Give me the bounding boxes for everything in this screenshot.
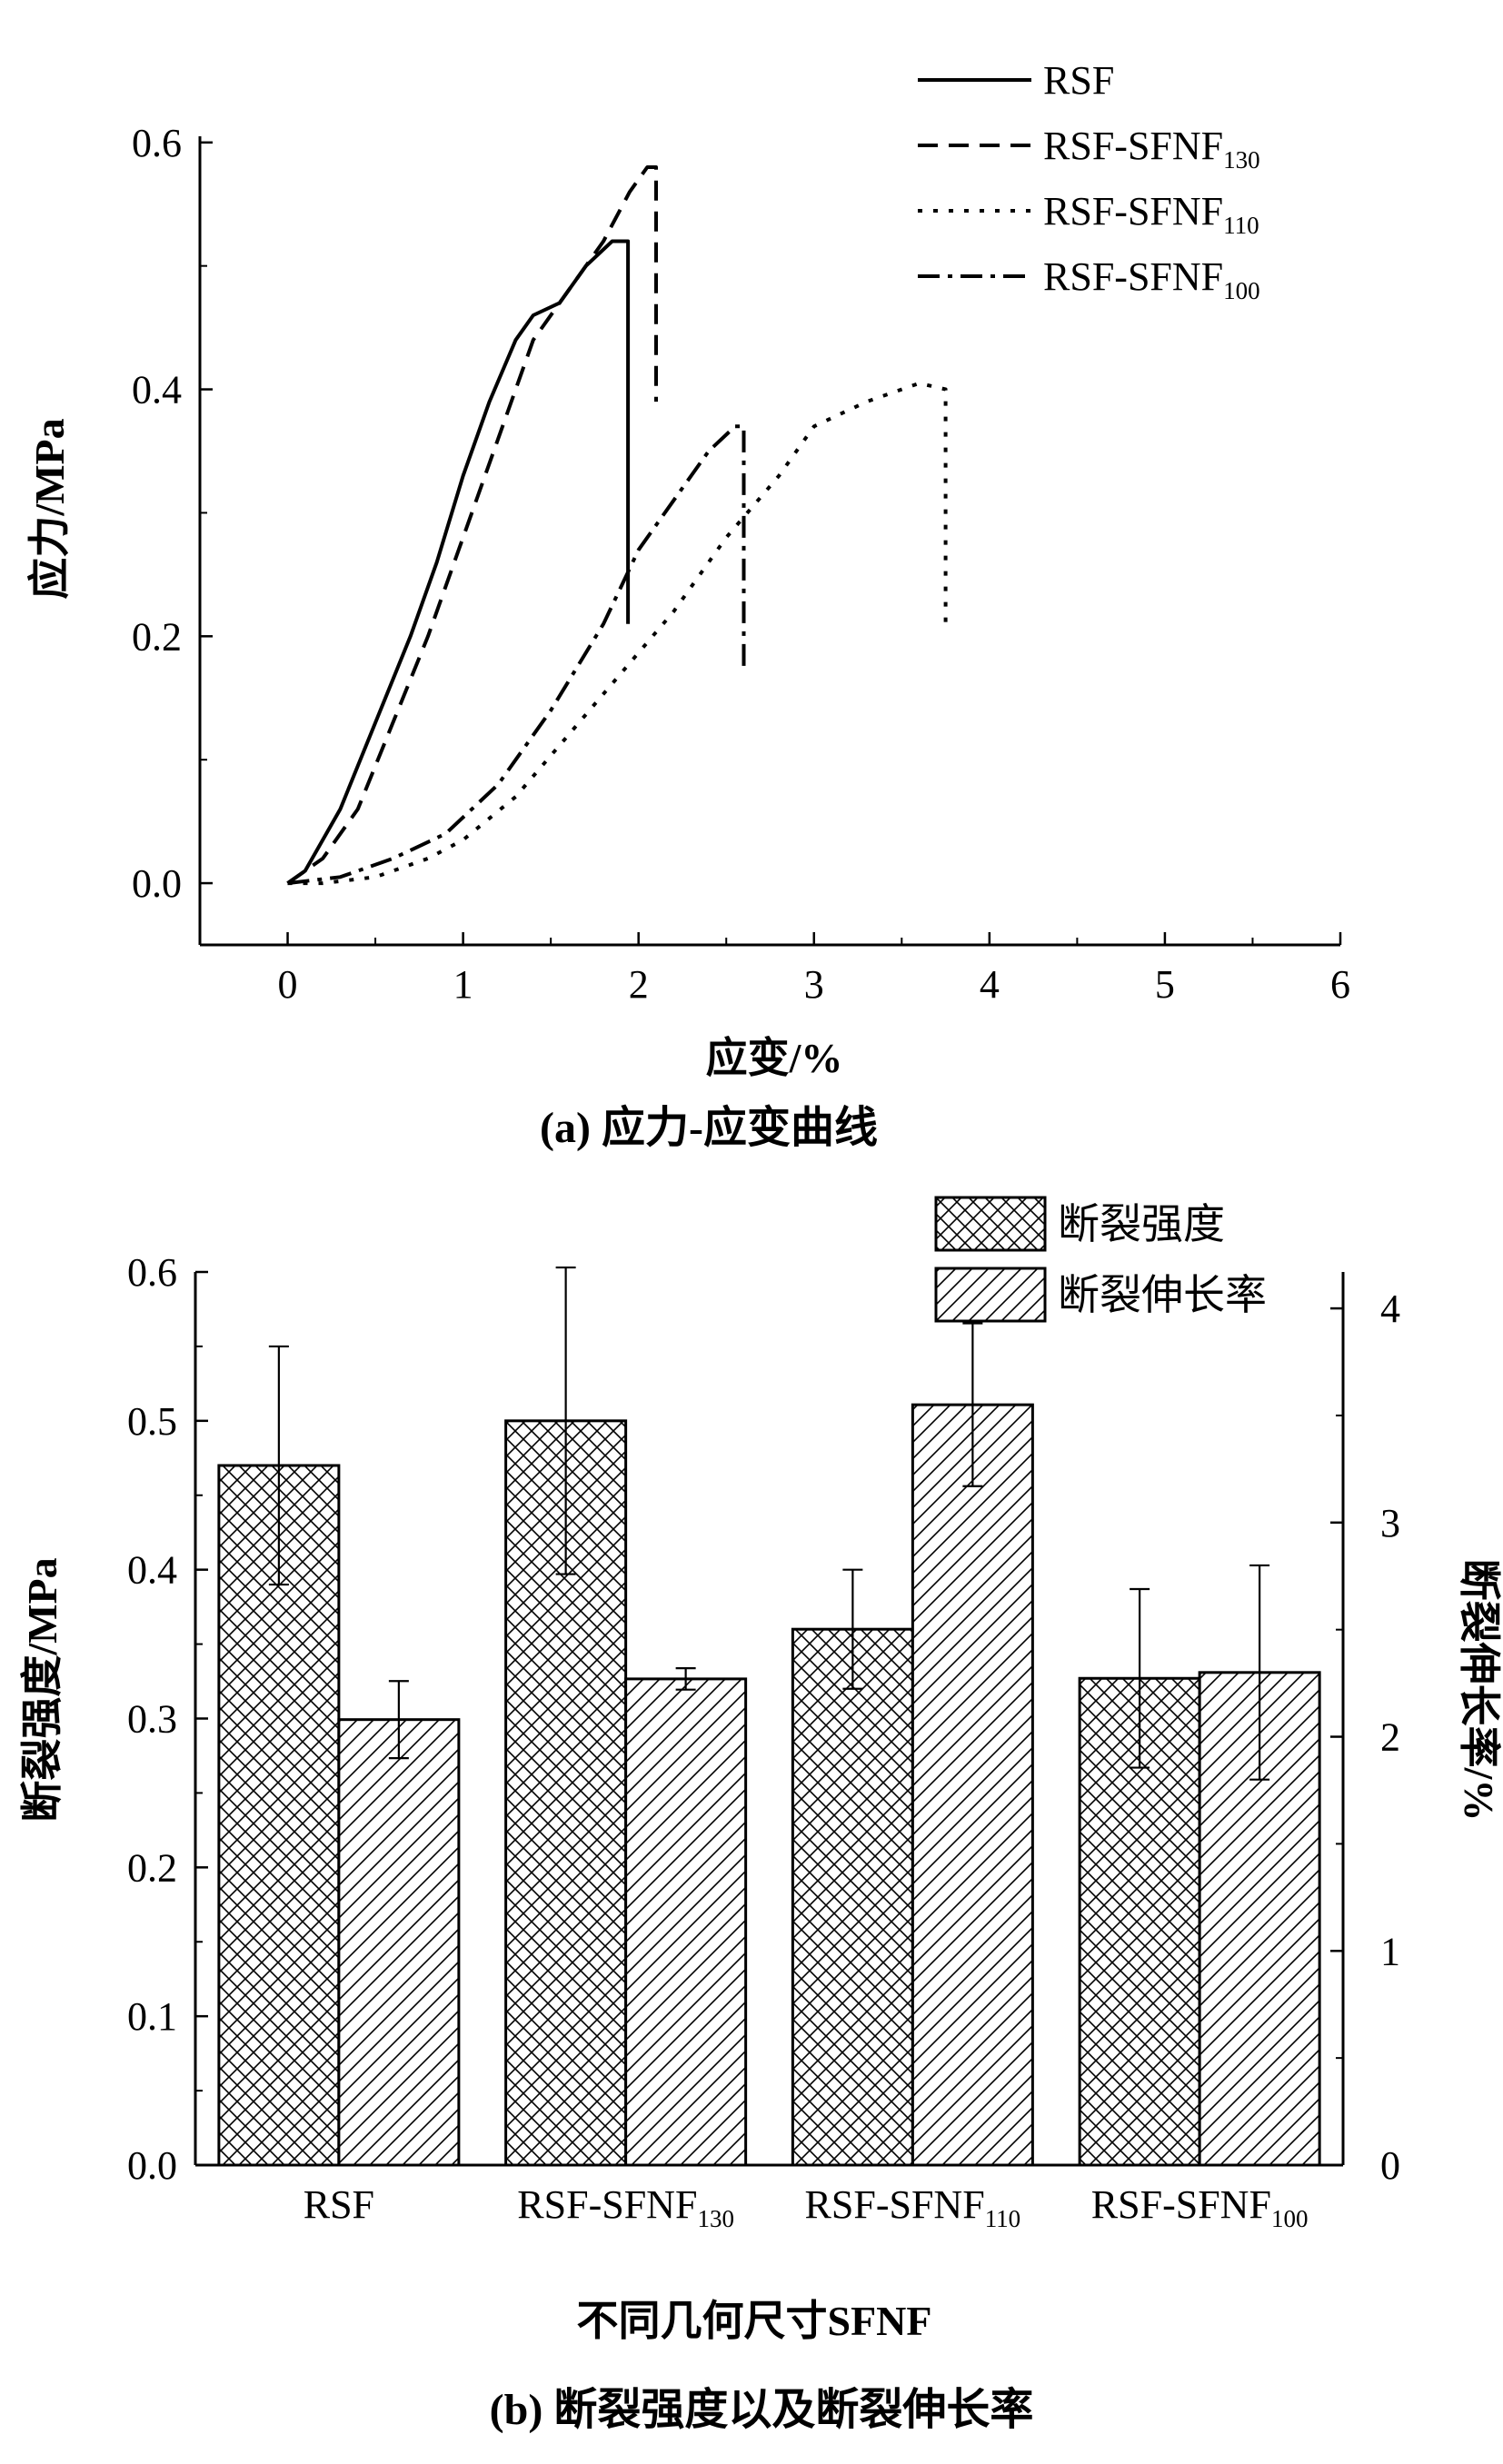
bar-1-2	[911, 1403, 1034, 2167]
bar-1-1	[624, 1677, 748, 2167]
category-label-2: RSF-SFNF110	[805, 2182, 1021, 2232]
left-tick-label: 0.2	[127, 1845, 177, 1890]
left-tick-label: 0.4	[127, 1548, 177, 1593]
y-tick-label: 0.6	[132, 121, 182, 165]
left-tick-label: 0.3	[127, 1697, 177, 1742]
x-tick-label: 5	[1155, 962, 1175, 1007]
x-tick-label: 3	[804, 962, 824, 1007]
right-tick-label: 1	[1380, 1929, 1400, 1973]
stress-strain-title: (a) 应力-应变曲线	[540, 1104, 878, 1152]
stress-strain-ylabel: 应力/MPa	[26, 418, 73, 599]
legend-label-3: RSF-SFNF100	[1043, 254, 1260, 304]
legend-label-1: RSF-SFNF130	[1043, 124, 1260, 174]
right-tick-label: 3	[1380, 1501, 1400, 1545]
series-line-2	[287, 381, 948, 886]
legend-label-0: RSF	[1043, 58, 1114, 103]
bar-1-0	[337, 1718, 461, 2167]
legend-swatch-b-1	[934, 1267, 1047, 1323]
fracture-right-ylabel: 断裂伸长率/%	[1456, 1559, 1502, 1822]
fracture-xlabel: 不同几何尺寸SFNF	[577, 2298, 932, 2344]
x-tick-label: 0	[278, 962, 298, 1007]
stress-strain-ticks: 0 1 2 3 4 5 6 0.0 0.2 0.4 0.6	[132, 121, 1350, 1007]
bar-1-3	[1198, 1671, 1321, 2167]
stress-strain-legend: RSF RSF-SFNF130 RSF-SFNF110 RSF-SFNF100	[918, 58, 1260, 304]
stress-strain-chart: 0 1 2 3 4 5 6 0.0 0.2 0.4 0.6 RSF RSF-SFNF130 RSF-SF…	[26, 58, 1350, 1152]
legend-swatch-b-0	[934, 1196, 1047, 1252]
series-line-1	[286, 165, 658, 885]
x-tick-label: 4	[980, 962, 1000, 1007]
fracture-bars	[217, 1266, 1321, 2167]
category-label-1: RSF-SFNF130	[517, 2182, 734, 2232]
stress-strain-series	[286, 165, 948, 886]
fracture-bar-chart: 0.0 0.1 0.2 0.3 0.4 0.5 0.6 0 1 2 3 4 RSF RSF-SFNF130…	[19, 1196, 1502, 2434]
x-tick-label: 2	[629, 962, 649, 1007]
y-tick-label: 0.2	[132, 614, 182, 659]
series-line-3	[287, 424, 746, 886]
left-tick-label: 0.6	[127, 1250, 177, 1295]
x-tick-label: 6	[1330, 962, 1350, 1007]
stress-strain-xlabel: 应变/%	[706, 1035, 843, 1081]
y-tick-label: 0.4	[132, 368, 182, 412]
right-tick-label: 4	[1380, 1287, 1400, 1331]
legend-label-b-0: 断裂强度	[1058, 1201, 1225, 1247]
x-tick-label: 1	[453, 962, 473, 1007]
category-label-0: RSF	[304, 2182, 374, 2227]
right-tick-label: 2	[1380, 1715, 1400, 1760]
category-label-3: RSF-SFNF100	[1091, 2182, 1309, 2232]
series-line-0	[286, 239, 631, 885]
legend-label-b-1: 断裂伸长率	[1058, 1272, 1267, 1318]
bar-0-2	[791, 1627, 914, 2167]
left-tick-label: 0.1	[127, 1994, 177, 2039]
fracture-left-ylabel: 断裂强度/MPa	[19, 1557, 65, 1822]
right-tick-label: 0	[1380, 2143, 1400, 2188]
left-tick-label: 0.5	[127, 1399, 177, 1444]
y-tick-label: 0.0	[132, 861, 182, 906]
left-tick-label: 0.0	[127, 2143, 177, 2188]
fracture-title: (b) 断裂强度以及断裂伸长率	[490, 2386, 1034, 2434]
legend-label-2: RSF-SFNF110	[1043, 189, 1259, 239]
stress-strain-axes	[198, 136, 1340, 947]
